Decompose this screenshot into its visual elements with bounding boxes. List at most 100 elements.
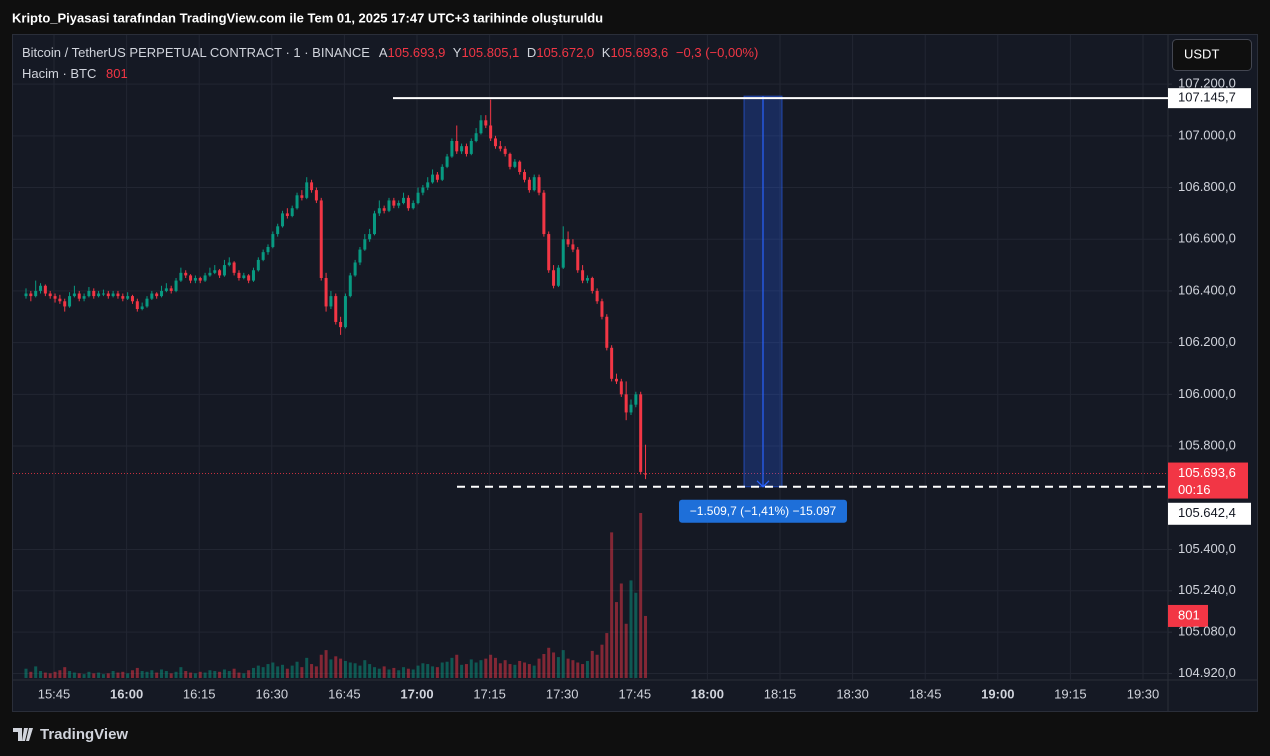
volume-bar: [595, 654, 599, 678]
candle-body: [469, 140, 473, 154]
volume-bar: [402, 667, 406, 678]
volume-bar: [281, 664, 285, 678]
candle-body: [334, 296, 338, 322]
y-tick-label: 105.800,0: [1178, 437, 1236, 452]
candle-body: [556, 267, 560, 286]
volume-bar: [218, 671, 222, 678]
volume-bar: [295, 661, 299, 678]
volume-bar: [566, 658, 570, 678]
candle-body: [48, 293, 52, 297]
candle-body: [518, 161, 522, 173]
volume-bar: [421, 663, 425, 678]
countdown-label: 00:16: [1178, 482, 1211, 497]
volume-pane: [24, 513, 648, 678]
volume-bar: [164, 671, 168, 678]
x-tick-label: 17:00: [400, 686, 433, 701]
measure-box: [679, 499, 847, 523]
candle-body: [256, 259, 260, 271]
volume-bar: [614, 602, 618, 678]
candle-body: [305, 182, 309, 198]
candle-body: [498, 146, 502, 149]
volume-bar: [82, 674, 86, 678]
candle-body: [406, 197, 410, 209]
volume-bar: [266, 664, 270, 678]
y-tick-label: 104.920,0: [1178, 665, 1236, 680]
candle-body: [566, 239, 570, 245]
candle-body: [145, 298, 149, 307]
legend-value: 105.693,6: [610, 45, 668, 60]
candle-body: [24, 293, 28, 297]
candle-body: [431, 174, 435, 183]
legend-change: −0,3 (−0,00%): [676, 45, 758, 60]
volume-bar: [469, 659, 473, 678]
currency-label[interactable]: USDT: [1184, 46, 1219, 61]
candle-body: [590, 278, 594, 291]
volume-bar: [290, 665, 294, 678]
measure-label: −1.509,7 (−1,41%) −15.097: [690, 504, 837, 518]
volume-bar: [474, 662, 478, 678]
volume-bar: [590, 650, 594, 678]
volume-bar: [68, 671, 72, 678]
candle-body: [281, 213, 285, 227]
candle-body: [489, 125, 493, 139]
volume-bar: [261, 667, 265, 678]
last-price-label: 105.693,6: [1178, 465, 1236, 480]
volume-bar: [571, 660, 575, 678]
volume-bar: [140, 671, 144, 678]
volume-bar: [343, 660, 347, 678]
candle-body: [87, 290, 91, 297]
volume-bar: [542, 653, 546, 678]
candle-body: [595, 290, 599, 302]
candle-body: [72, 293, 76, 297]
candle-body: [130, 296, 134, 302]
candle-body: [329, 296, 333, 307]
volume-bar: [610, 532, 614, 678]
legend-value: 105.672,0: [536, 45, 594, 60]
candle-body: [426, 182, 430, 188]
volume-bar: [145, 671, 149, 678]
volume-bar: [237, 672, 241, 678]
volume-bar: [97, 672, 101, 678]
volume-bar: [184, 671, 188, 678]
volume-bar: [353, 663, 357, 678]
header: Kripto_Piyasasi tarafından TradingView.c…: [12, 10, 603, 25]
currency-button[interactable]: [1172, 39, 1252, 71]
volume-bar: [87, 671, 91, 678]
volume-bar: [116, 672, 120, 678]
candle-body: [68, 296, 72, 307]
candle-body: [634, 394, 638, 405]
candle-body: [276, 226, 280, 235]
volume-bar: [440, 662, 444, 678]
volume-bar: [493, 657, 497, 678]
candle-body: [222, 265, 226, 276]
low-label: 105.642,4: [1178, 505, 1236, 520]
candle-body: [121, 296, 125, 299]
candle-body: [29, 293, 33, 297]
y-tick-label: 107.200,0: [1178, 76, 1236, 91]
candle-body: [135, 301, 139, 310]
candle-body: [319, 200, 323, 279]
x-tick-label: 19:30: [1127, 686, 1160, 701]
candle-body: [203, 275, 207, 281]
candle-body: [387, 200, 391, 211]
candle-body: [227, 262, 231, 266]
volume-bar: [624, 623, 628, 678]
candle-body: [97, 293, 101, 297]
volume-legend-value: 801: [106, 66, 128, 81]
candle-body: [382, 208, 386, 211]
candle-body: [106, 293, 110, 297]
volume-bar: [523, 662, 527, 678]
volume-bar: [377, 668, 381, 678]
volume-bar: [634, 592, 638, 678]
volume-bar: [193, 673, 197, 678]
volume-bar: [581, 664, 585, 678]
x-tick-label: 17:45: [619, 686, 652, 701]
volume-bar: [411, 669, 415, 678]
candle-body: [77, 293, 81, 299]
candle-body: [82, 296, 86, 299]
candle-body: [561, 239, 565, 268]
volume-bar: [363, 660, 367, 678]
x-tick-label: 17:15: [473, 686, 506, 701]
legend-key: Y: [453, 45, 462, 60]
